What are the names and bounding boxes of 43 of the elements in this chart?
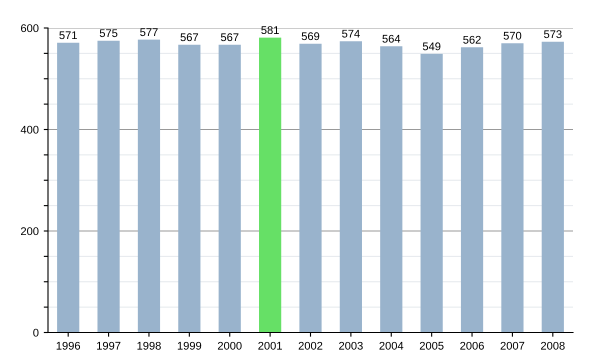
x-tick-label: 2005 — [420, 342, 444, 350]
data-label: 581 — [261, 26, 279, 34]
data-label: 569 — [302, 32, 320, 40]
x-tick-label: 1996 — [56, 342, 80, 350]
data-label: 570 — [504, 32, 522, 40]
x-tick-label: 2000 — [218, 342, 242, 350]
x-tick-label: 2001 — [258, 342, 282, 350]
data-label: 577 — [140, 28, 158, 36]
data-label: 574 — [342, 30, 360, 38]
bar — [299, 44, 322, 332]
x-tick-label: 2002 — [298, 342, 322, 350]
bar — [178, 44, 200, 332]
x-tick-label: 2006 — [460, 342, 484, 350]
data-label: 573 — [544, 30, 562, 38]
x-tick-label: 2004 — [379, 342, 404, 350]
data-label: 562 — [463, 36, 481, 44]
bar — [97, 40, 120, 332]
bar — [138, 40, 160, 332]
bar — [340, 41, 362, 332]
bar — [501, 43, 524, 332]
bar — [259, 38, 282, 332]
data-label: 567 — [180, 33, 198, 42]
x-tick-label: 2003 — [339, 342, 363, 350]
bar — [542, 42, 564, 332]
data-label: 567 — [220, 33, 238, 42]
y-tick-label: 0 — [33, 328, 39, 337]
data-label: 571 — [59, 31, 77, 40]
data-label: 549 — [422, 42, 440, 50]
y-tick-label: 400 — [20, 126, 39, 134]
bar — [380, 46, 402, 332]
bar — [218, 44, 241, 332]
x-tick-label: 2008 — [541, 342, 565, 350]
bar — [420, 54, 443, 332]
x-tick-label: 1999 — [178, 342, 202, 350]
data-label: 575 — [100, 29, 118, 38]
x-tick-label: 1998 — [137, 342, 161, 350]
y-tick-label: 200 — [20, 227, 39, 236]
y-tick-label: 600 — [21, 24, 39, 32]
bar — [57, 42, 80, 332]
data-label: 564 — [382, 34, 400, 43]
x-tick-label: 2007 — [500, 342, 524, 350]
bar — [460, 47, 484, 332]
x-tick-label: 1997 — [97, 342, 120, 350]
